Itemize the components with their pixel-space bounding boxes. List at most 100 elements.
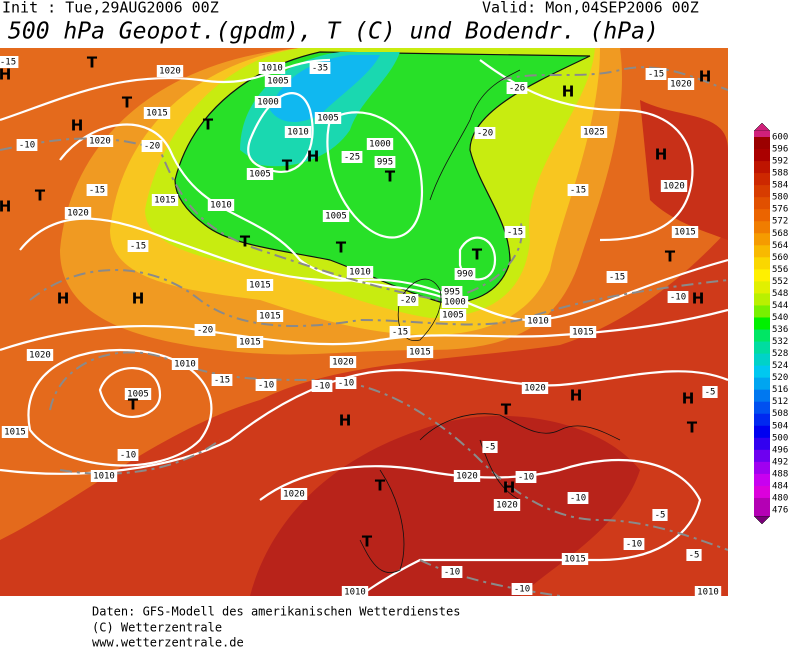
label-box [264,75,292,87]
colorbar-label: 512 [772,397,788,407]
label-box [667,291,689,303]
colorbar-label: 536 [772,325,788,335]
warm-field [640,100,728,240]
label-box [569,326,597,338]
contour-label: 1000 [369,140,391,150]
colorbar-label: 560 [772,253,788,263]
colorbar-swatch [754,281,770,294]
colorbar-label: 544 [772,301,788,311]
pressure-center: H [0,66,11,84]
label-box [606,271,628,283]
contour-label: 1010 [697,588,719,598]
label-box [652,509,668,521]
footer-line: Daten: GFS-Modell des amerikanischen Wet… [92,605,460,619]
colorbar-label: 508 [772,409,788,419]
label-box [474,127,496,139]
colorbar-swatch [754,161,770,174]
colorbar-label: 492 [772,457,788,467]
colorbar-swatch [754,329,770,343]
colorbar-swatch [754,437,770,451]
contour-label: 1005 [127,390,149,400]
contour-label: 1015 [259,312,281,322]
pressure-center: H [339,412,352,430]
colorbar-label: 572 [772,217,788,227]
colorbar-label: 584 [772,181,788,191]
label-box [506,82,528,94]
pressure-center: H [562,83,575,101]
label-box [406,346,434,358]
label-box [86,135,114,147]
label-box [667,78,695,90]
isobar [259,458,702,596]
isotherm [29,269,728,327]
label-box [389,326,411,338]
colorbar-swatch [754,221,770,234]
isobar [0,368,728,475]
colorbar-swatch [754,497,770,511]
label-box [311,380,333,392]
label-box [335,377,357,389]
colorbar-swatch [754,269,770,282]
colorbar-swatch [754,233,770,246]
label-box [322,210,350,222]
colorbar-swatch [754,473,770,487]
pressure-center: T [336,239,347,257]
pressure-center: T [203,116,214,134]
pressure-center: H [692,290,705,308]
contour-label: -20 [400,296,416,306]
colorbar-label: 564 [772,241,788,251]
contour-label: -5 [655,511,666,521]
pressure-center: T [128,396,139,414]
contour-label: 1015 [674,228,696,238]
contour-label: 1015 [4,428,26,438]
contour-label: -20 [477,129,493,139]
pressure-center: T [687,419,698,437]
contour-label: -15 [648,70,664,80]
label-box [16,139,38,151]
contour-label: -10 [514,585,530,595]
contour-label: 1020 [29,351,51,361]
label-box [246,168,274,180]
label-box [90,470,118,482]
contour-label: 1005 [317,114,339,124]
colorbar-swatch [754,185,770,198]
colorbar-label: 588 [772,169,788,179]
pressure-center: T [665,248,676,266]
colorbar-label: 500 [772,433,788,443]
pressure-center: H [682,390,695,408]
label-box [567,492,589,504]
pressure-center: H [57,290,70,308]
isobar [0,58,331,122]
pressure-center: H [307,148,320,166]
coastline [359,69,621,573]
pressure-center: T [362,533,373,551]
colorbar-label: 532 [772,337,788,347]
pressure-center: T [375,477,386,495]
contour-label: 1000 [257,98,279,108]
contour-label: -20 [144,142,160,152]
colorbar-label: 476 [772,506,788,516]
label-box [511,583,533,595]
colorbar-cap [754,131,770,137]
label-box [453,470,481,482]
label-box [524,315,552,327]
contour-label: -10 [258,381,274,391]
colorbar-swatch [754,293,770,306]
contour-label: -10 [626,540,642,550]
contour-label: -10 [444,568,460,578]
label-box [521,382,549,394]
contour-label: 1020 [456,472,478,482]
colorbar-label: 496 [772,445,788,455]
colorbar-label: 484 [772,481,788,491]
label-box [671,226,699,238]
label-box [441,286,463,298]
label-box [694,586,722,598]
label-box [439,309,467,321]
label-box [86,184,108,196]
contour-label: 1020 [332,358,354,368]
pressure-center: T [87,54,98,72]
colorbar-swatch [754,353,770,367]
